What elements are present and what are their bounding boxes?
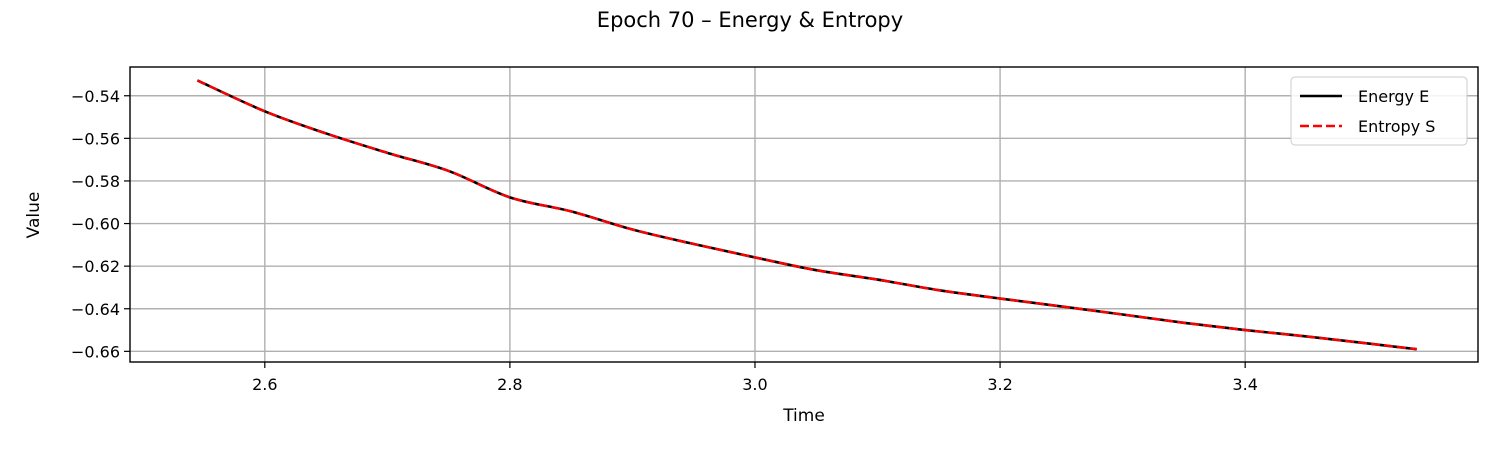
legend-label-entropy: Entropy S <box>1358 117 1435 136</box>
y-tick-label: −0.54 <box>71 87 120 106</box>
x-axis-label: Time <box>782 406 825 426</box>
y-axis-label: Value <box>24 192 44 239</box>
chart-title: Epoch 70 – Energy & Entropy <box>597 8 903 32</box>
y-tick-label: −0.56 <box>71 129 120 148</box>
x-tick-label: 2.6 <box>252 375 277 394</box>
y-tick-label: −0.58 <box>71 172 120 191</box>
series-line-entropy <box>196 79 1417 351</box>
x-tick-label: 3.4 <box>1232 375 1257 394</box>
y-tick-label: −0.64 <box>71 300 120 319</box>
grid-layer <box>130 67 1478 362</box>
series-layer <box>196 79 1417 351</box>
y-tick-label: −0.60 <box>71 215 120 234</box>
legend-label-energy: Energy E <box>1358 87 1429 106</box>
x-tick-label: 3.0 <box>742 375 767 394</box>
x-tick-label: 3.2 <box>987 375 1012 394</box>
legend: Energy E Entropy S <box>1290 76 1468 146</box>
y-tick-label: −0.66 <box>71 342 120 361</box>
legend-box <box>1290 76 1468 146</box>
x-tick-label: 2.8 <box>497 375 522 394</box>
plot-frame <box>129 66 1479 363</box>
ticks-layer: 2.6 2.8 3.0 3.2 3.4 −0.54 −0.56 −0.58 −0.60 −0.62… <box>71 87 1258 394</box>
y-tick-label: −0.62 <box>71 257 120 276</box>
